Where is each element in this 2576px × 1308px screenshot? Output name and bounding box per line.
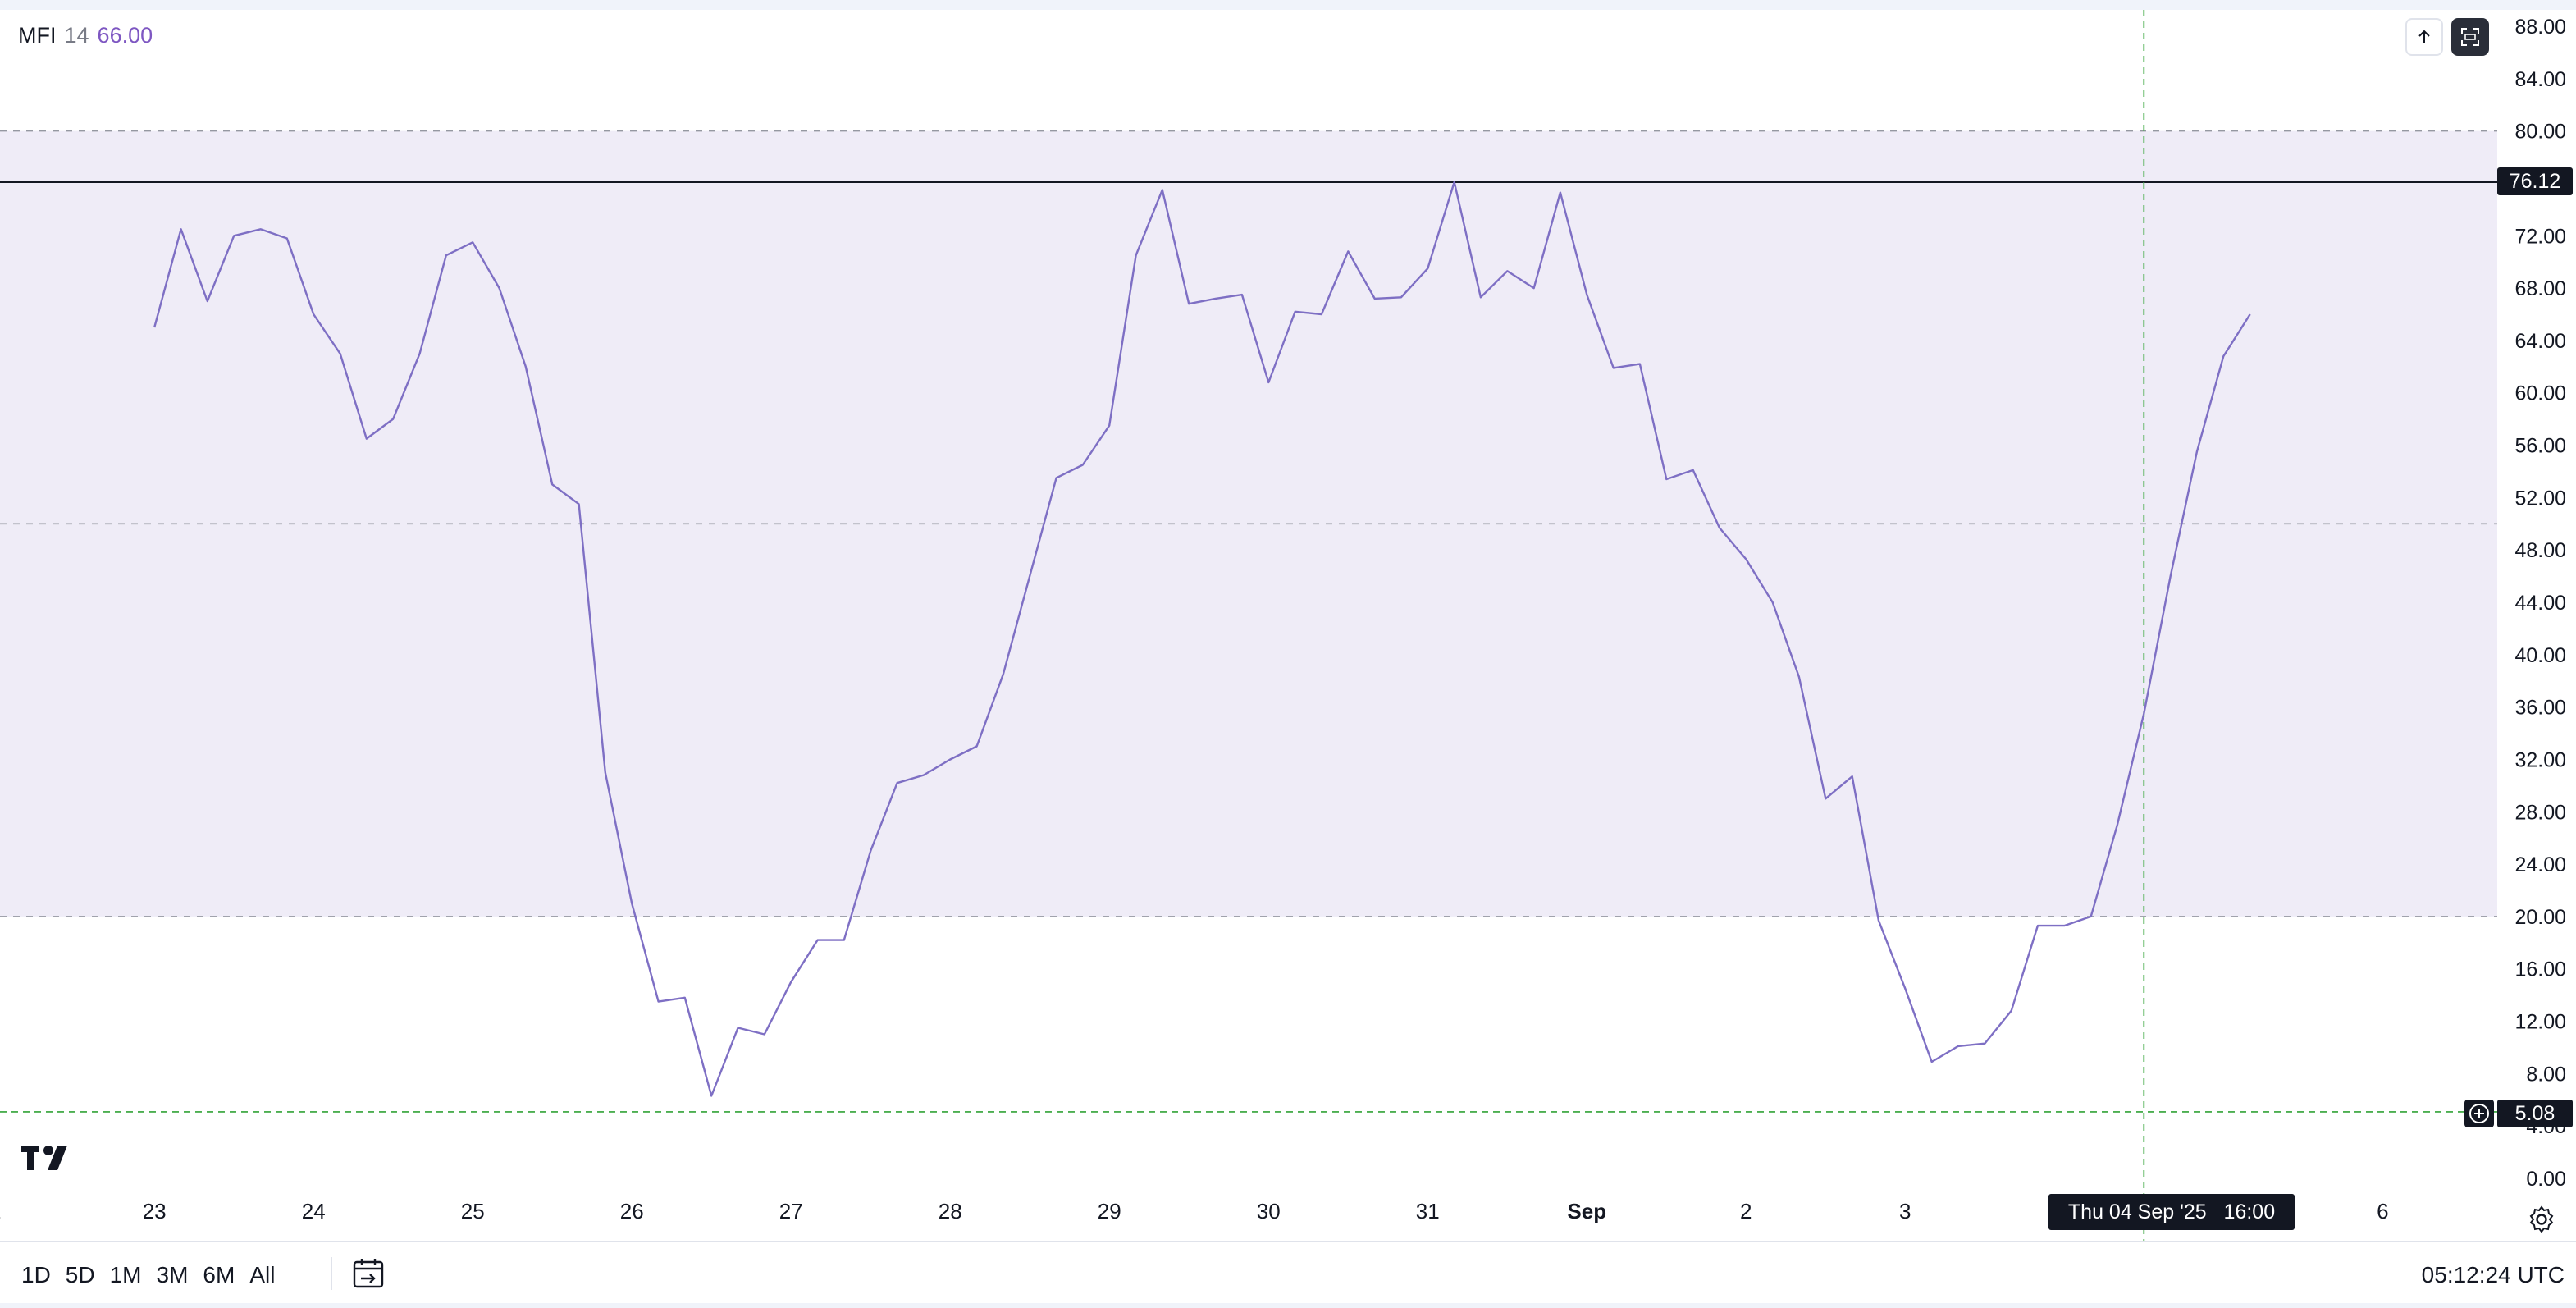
crosshair-price-label: 5.08 (2497, 1100, 2573, 1127)
y-tick-label: 36.00 (2514, 697, 2566, 720)
toolbar-divider (331, 1257, 332, 1290)
add-alert-button[interactable] (2464, 1100, 2494, 1127)
top-border (0, 0, 2576, 10)
y-tick-label: 28.00 (2514, 801, 2566, 824)
scroll-to-realtime-button[interactable] (2405, 18, 2443, 56)
crosshair-time-label: Thu 04 Sep '25 16:00 (2048, 1194, 2295, 1230)
y-tick-label: 48.00 (2514, 539, 2566, 562)
x-tick-label: Sep (1567, 1199, 1606, 1223)
x-tick-label: 30 (1257, 1199, 1281, 1223)
y-tick-label: 12.00 (2514, 1011, 2566, 1034)
x-tick-label: 26 (620, 1199, 644, 1223)
time-axis: 2232425262728293031Sep236 (0, 1199, 2389, 1223)
fit-screen-button[interactable] (2451, 18, 2489, 56)
mfi-chart[interactable]: 0.004.008.0012.0016.0020.0024.0028.0032.… (0, 10, 2576, 1241)
x-tick-label: 6 (2377, 1199, 2388, 1223)
indicator-name: MFI (18, 23, 57, 48)
y-tick-label: 56.00 (2514, 435, 2566, 458)
y-tick-label: 52.00 (2514, 487, 2566, 510)
y-tick-label: 88.00 (2514, 16, 2566, 39)
range-1d-button[interactable]: 1D (21, 1262, 51, 1287)
range-selector: 1D 5D 1M 3M 6M All (15, 1255, 281, 1295)
y-tick-label: 32.00 (2514, 748, 2566, 771)
range-5d-button[interactable]: 5D (65, 1262, 95, 1287)
x-tick-label: 31 (1416, 1199, 1440, 1223)
y-tick-label: 68.00 (2514, 277, 2566, 300)
tradingview-logo[interactable] (21, 1144, 74, 1172)
mfi-series (153, 181, 2251, 1097)
range-3m-button[interactable]: 3M (156, 1262, 189, 1287)
x-tick-label: 28 (939, 1199, 962, 1223)
x-tick-label: 23 (143, 1199, 167, 1223)
bottom-border (0, 1303, 2576, 1308)
x-tick-label: 2 (0, 1199, 1, 1223)
y-tick-label: 64.00 (2514, 330, 2566, 353)
y-tick-label: 20.00 (2514, 906, 2566, 929)
price-axis: 0.004.008.0012.0016.0020.0024.0028.0032.… (2514, 16, 2566, 1191)
x-tick-label: 24 (302, 1199, 326, 1223)
utc-clock[interactable]: 05:12:24 UTC (2421, 1262, 2565, 1287)
range-all-button[interactable]: All (249, 1262, 276, 1287)
calendar-goto-icon[interactable] (351, 1255, 387, 1292)
mfi-line (153, 181, 2251, 1097)
gear-icon[interactable] (2527, 1205, 2556, 1234)
y-tick-label: 80.00 (2514, 121, 2566, 144)
indicator-legend[interactable]: MFI 14 66.00 (18, 23, 153, 48)
last-price-label: 76.12 (2497, 167, 2573, 195)
x-tick-label: 3 (1899, 1199, 1911, 1223)
arrow-up-icon (2418, 30, 2430, 43)
y-tick-label: 0.00 (2526, 1168, 2566, 1191)
indicator-length: 14 (64, 23, 89, 48)
plus-circle-icon (2469, 1104, 2489, 1123)
x-tick-label: 27 (779, 1199, 803, 1223)
range-6m-button[interactable]: 6M (203, 1262, 235, 1287)
y-tick-label: 40.00 (2514, 644, 2566, 667)
y-tick-label: 44.00 (2514, 592, 2566, 615)
x-tick-label: 29 (1098, 1199, 1121, 1223)
x-tick-label: 2 (1740, 1199, 1752, 1223)
mfi-guides (0, 10, 2497, 1241)
y-tick-label: 84.00 (2514, 68, 2566, 91)
chart-corner-buttons (2405, 18, 2489, 56)
y-tick-label: 72.00 (2514, 225, 2566, 248)
y-tick-label: 60.00 (2514, 382, 2566, 405)
fit-screen-icon (2461, 28, 2479, 46)
bottom-toolbar: 1D 5D 1M 3M 6M All 05:12:24 UTC (0, 1241, 2576, 1305)
range-1m-button[interactable]: 1M (109, 1262, 142, 1287)
y-tick-label: 8.00 (2526, 1063, 2566, 1086)
y-tick-label: 24.00 (2514, 853, 2566, 876)
y-tick-label: 16.00 (2514, 958, 2566, 981)
indicator-value: 66.00 (97, 23, 153, 48)
x-tick-label: 25 (461, 1199, 485, 1223)
